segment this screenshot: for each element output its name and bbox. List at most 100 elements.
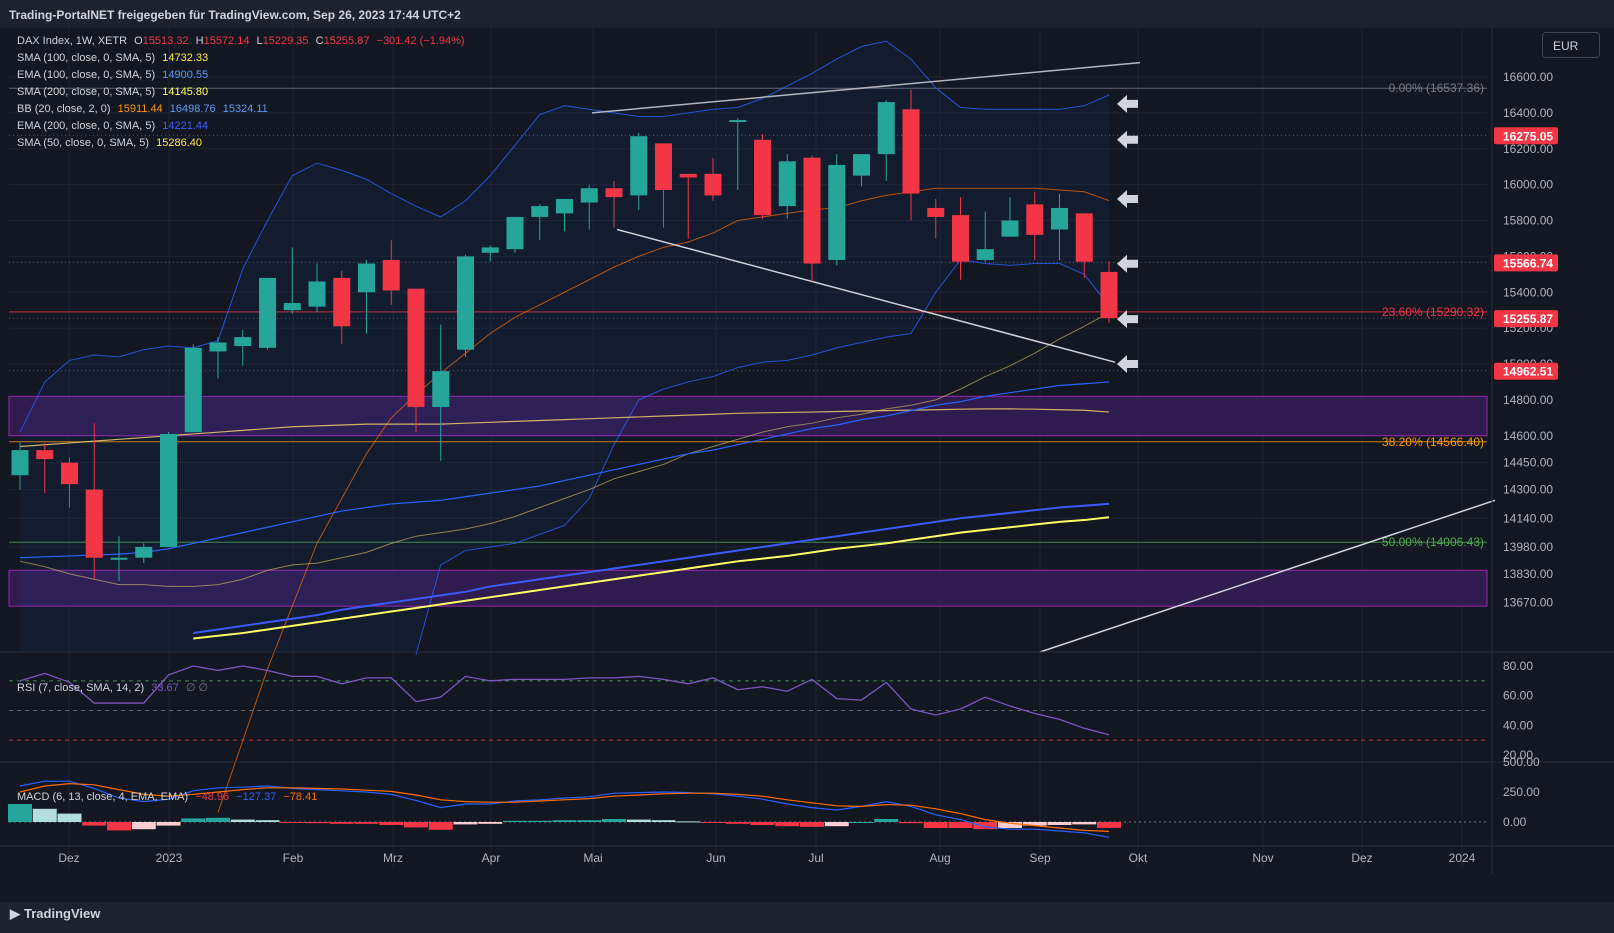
price-tick-label: 13670.00 xyxy=(1503,596,1553,610)
macd-hist-bar xyxy=(874,819,899,822)
legend-sma50[interactable]: SMA (50, close, 0, SMA, 5) 15286.40 xyxy=(17,137,206,149)
rsi-tick-label: 20.00 xyxy=(1503,748,1533,762)
macd-hist-bar xyxy=(527,820,552,822)
macd-tick-label: 0.00 xyxy=(1503,815,1527,829)
macd-hist-bar xyxy=(478,822,503,824)
macd-hist-bar xyxy=(552,820,577,822)
time-tick-label: Dez xyxy=(58,851,79,865)
candle-body xyxy=(1051,207,1068,230)
macd-hist-bar xyxy=(1047,822,1072,825)
marker-arrow xyxy=(1117,189,1138,208)
price-label-text: 16275.05 xyxy=(1503,129,1553,143)
sma100-line xyxy=(19,408,1110,448)
rsi-tick-label: 80.00 xyxy=(1503,659,1533,673)
chart-canvas[interactable]: 0.00% (16537.36) 23.60% (15290.32) 38.20% … xyxy=(0,28,1614,902)
macd-hist-bar xyxy=(107,822,131,831)
price-tick-label: 16000.00 xyxy=(1503,178,1553,192)
macd-hist-bar xyxy=(725,822,750,824)
legend-sma50-value: 15286.40 xyxy=(156,137,203,149)
candle-body xyxy=(902,109,920,194)
macd-hist-bar xyxy=(750,822,775,825)
legend-ema100[interactable]: EMA (100, close, 0, SMA, 5) 14900.55 xyxy=(17,69,212,81)
time-tick-label: Dez xyxy=(1351,851,1372,865)
candle-body xyxy=(729,120,747,123)
fibonacci-levels: 0.00% (16537.36) 23.60% (15290.32) 38.20% … xyxy=(9,81,1487,549)
price-tick-label: 16200.00 xyxy=(1503,142,1553,156)
price-tick-label: 14300.00 xyxy=(1503,483,1553,497)
price-tick-label: 14600.00 xyxy=(1503,429,1553,443)
legend-open: O15513.32 xyxy=(134,35,189,47)
legend-high: H15572.14 xyxy=(195,35,250,47)
candle-body xyxy=(1100,271,1118,319)
macd-line xyxy=(19,780,1110,838)
macd-hist-bar xyxy=(404,822,428,828)
macd-hist-bar xyxy=(206,817,230,822)
macd-hist-bar xyxy=(849,822,874,823)
candle-body xyxy=(630,136,648,196)
candle-body xyxy=(556,198,573,214)
macd-hist-bar xyxy=(948,822,973,828)
candle-body xyxy=(580,188,598,203)
tradingview-brand: TradingView xyxy=(24,906,101,921)
macd-hist-bar xyxy=(973,822,998,830)
macd-tick-label: 250.00 xyxy=(1503,785,1540,799)
macd-hist-bar xyxy=(998,822,1022,828)
candle-body xyxy=(382,259,400,291)
macd-hist-bar xyxy=(230,819,255,822)
legend-sma100[interactable]: SMA (100, close, 0, SMA, 5) 14732.33 xyxy=(17,52,212,64)
macd-hist-bar xyxy=(701,822,725,823)
price-tick-label: 13980.00 xyxy=(1503,540,1553,554)
price-tick-label: 16400.00 xyxy=(1503,106,1553,120)
price-label-text: 15255.87 xyxy=(1503,312,1553,326)
candle-body xyxy=(828,164,846,260)
long-trend-line xyxy=(1039,499,1496,653)
legend-close: C15255.87 xyxy=(315,35,370,47)
candle-body xyxy=(234,337,252,347)
time-tick-label: Okt xyxy=(1129,851,1148,865)
candle-body xyxy=(704,173,722,196)
macd-hist-bar xyxy=(8,804,32,822)
candle-body xyxy=(333,277,351,327)
macd-hist-bar xyxy=(354,822,379,824)
time-tick-label: Sep xyxy=(1029,851,1051,865)
time-axis: Dez 2023 Feb Mrz Apr Mai Jun Jul Aug Sep Okt Nov Dez… xyxy=(0,845,1614,865)
macd-hist-bar xyxy=(156,822,181,826)
candle-body xyxy=(184,347,202,433)
tradingview-logo[interactable]: ▶ TradingView xyxy=(10,906,100,922)
macd-hist-bar xyxy=(923,822,948,828)
legend-bb-label: BB (20, close, 2, 0) xyxy=(17,103,111,115)
candle-body xyxy=(160,433,177,547)
macd-hist-bar xyxy=(676,821,701,823)
legend-ema200[interactable]: EMA (200, close, 0, SMA, 5) 14221.44 xyxy=(17,120,212,132)
legend-rsi-value: 33.67 xyxy=(151,682,179,694)
legend-macd[interactable]: MACD (6, 13, close, 4, EMA, EMA) −48.96 … xyxy=(17,791,321,803)
time-tick-label: 2023 xyxy=(156,851,183,865)
macd-hist-bar xyxy=(626,819,651,822)
marker-arrow xyxy=(1117,94,1138,113)
candle-body xyxy=(803,157,821,264)
legend-bb-basis: 15911.44 xyxy=(117,103,163,115)
marker-arrow xyxy=(1117,130,1138,149)
price-tick-label: 14140.00 xyxy=(1503,511,1553,525)
time-tick-label: Jun xyxy=(706,851,725,865)
candle-body xyxy=(952,215,969,262)
price-tick-label: 15400.00 xyxy=(1503,285,1553,299)
legend-sma100-label: SMA (100, close, 0, SMA, 5) xyxy=(17,52,156,64)
candle-body xyxy=(679,173,697,178)
candle-body xyxy=(655,143,672,191)
bb-fill xyxy=(20,41,1109,652)
time-tick-label: Apr xyxy=(482,851,501,865)
legend-bb[interactable]: BB (20, close, 2, 0) 15911.44 16498.76 1… xyxy=(17,103,272,115)
fib-label: 23.60% (15290.32) xyxy=(1382,305,1484,319)
macd-hist-bar xyxy=(428,822,453,830)
marker-arrow xyxy=(1117,355,1138,373)
legend-rsi[interactable]: RSI (7, close, SMA, 14, 2) 33.67 ∅ ∅ xyxy=(17,681,212,694)
currency-button[interactable]: EUR xyxy=(1542,32,1600,58)
legend-macd-signal: −78.41 xyxy=(283,791,318,803)
price-label-bg xyxy=(1494,362,1558,380)
price-tick-label: 15800.00 xyxy=(1503,214,1553,228)
upper-trend-line xyxy=(591,61,1141,114)
macd-hist-bar xyxy=(824,822,849,827)
legend-sma200[interactable]: SMA (200, close, 0, SMA, 5) 14145.80 xyxy=(17,86,212,98)
time-tick-label: Nov xyxy=(1252,851,1273,865)
